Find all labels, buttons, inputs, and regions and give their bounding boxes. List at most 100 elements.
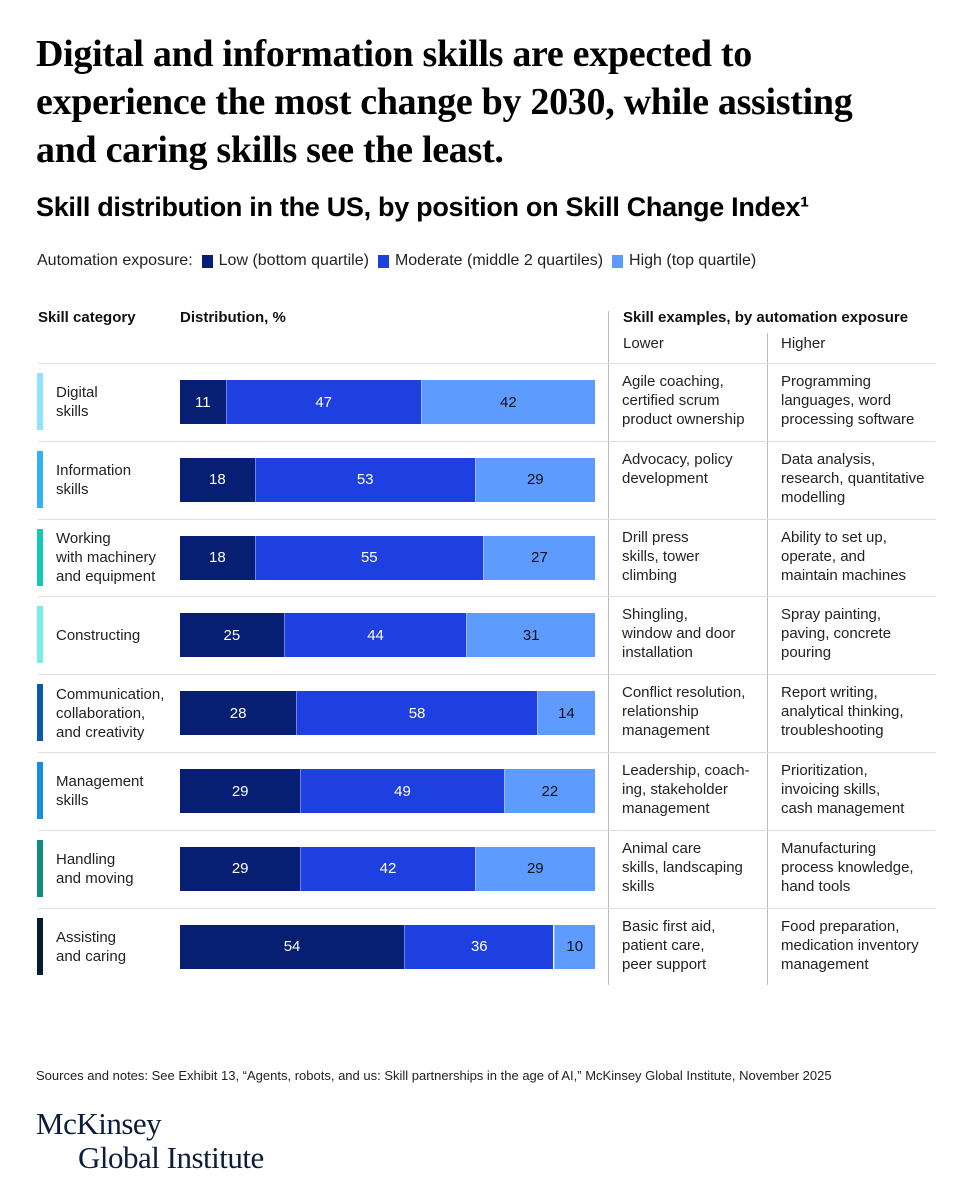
skill-example-line: analytical thinking, (781, 703, 904, 721)
data-label: 55 (360, 549, 378, 567)
category-color-marker (37, 450, 43, 508)
skill-example-line: development (622, 469, 708, 487)
bar-segment-low: 18 (180, 535, 255, 580)
bar-segment-high: 31 (466, 613, 595, 658)
skill-example-higher: Manufacturing process knowledge, hand tool… (781, 839, 931, 896)
headline: Digital and information skills are expec… (36, 33, 853, 171)
data-label: 36 (470, 938, 488, 956)
skill-example-line: skills (622, 877, 655, 895)
skill-example-line: processing software (781, 411, 915, 428)
skill-example-line: operate, and (781, 547, 866, 565)
skill-example-line: modelling (781, 488, 846, 506)
data-label: 29 (526, 860, 544, 878)
legend: Automation exposure: Low (bottom quartil… (37, 252, 756, 270)
category-label-line: Handling (56, 850, 116, 868)
bar-segment-high: 27 (482, 535, 595, 580)
skill-example-line: Drill press (622, 528, 689, 546)
bar-segment-high: 29 (474, 457, 595, 502)
category-label: Information skills (56, 461, 176, 499)
data-label: 47 (315, 393, 332, 411)
row-divider (38, 363, 936, 364)
skill-example-line: Report writing, (781, 684, 878, 702)
data-label: 18 (209, 471, 226, 489)
skill-example-lower: Conflict resolution, relationship manageme… (622, 683, 772, 740)
skill-example-line: pouring (781, 644, 832, 662)
row-divider (38, 752, 936, 753)
skill-example-higher: Programming languages, word processing sof… (781, 372, 931, 429)
skill-example-line: patient care, (622, 936, 705, 954)
skill-example-lower: Shingling, window and door installation (622, 605, 772, 662)
category-color-marker (37, 839, 43, 897)
bar-segment-moderate: 42 (300, 846, 475, 891)
skill-example-line: management (622, 722, 710, 740)
category-label-line: Constructing (56, 626, 141, 644)
skill-example-higher: Data analysis, research, quantitative mode… (781, 450, 931, 507)
skill-example-lower: Leadership, coach-ing, stakeholder manage… (622, 761, 772, 818)
skill-example-higher: Ability to set up, operate, and maintain m… (781, 528, 931, 585)
bar-segment-high: 22 (503, 769, 595, 813)
skill-example-line: management (622, 800, 710, 817)
stacked-bar: 28 58 14 (180, 691, 595, 736)
stacked-bar: 18 55 27 (180, 535, 595, 580)
skill-example-line: medication inventory (781, 936, 919, 954)
category-color-marker (37, 606, 43, 664)
skill-example-line: window and door (622, 625, 736, 643)
skill-example-line: installation (622, 644, 693, 662)
category-label-line: Management (56, 773, 144, 790)
skill-example-lower: Animal care skills, landscaping skills (622, 839, 772, 896)
column-header-lower: Lower (623, 335, 664, 352)
skill-example-line: relationship (622, 703, 699, 721)
skill-example-line: certified scrum (622, 392, 720, 409)
data-label: 42 (499, 393, 517, 411)
skill-example-line: skills, tower (622, 547, 700, 565)
skill-example-line: Leadership, coach- (622, 762, 750, 779)
category-color-marker (37, 684, 43, 742)
bar-segment-low: 28 (180, 691, 297, 736)
category-label: Communication, collaboration, and creativi… (56, 685, 176, 742)
divider-examples (608, 311, 609, 985)
data-label: 22 (541, 782, 559, 800)
skill-example-line: skills, landscaping (622, 858, 743, 876)
row-divider (38, 596, 936, 598)
category-label: Digital skills (56, 383, 176, 421)
data-label: 14 (558, 704, 575, 722)
data-label: 31 (522, 626, 540, 644)
legend-item-low: Low (bottom quartile) (218, 252, 369, 269)
logo-global-institute: Global Institute (78, 1140, 264, 1175)
skill-example-line: Manufacturing (781, 839, 877, 857)
skill-example-higher: Report writing, analytical thinking, troub… (781, 683, 931, 740)
bar-segment-low: 25 (180, 613, 284, 658)
stacked-bar: 29 42 29 (180, 846, 595, 891)
category-label-line: Information (56, 461, 132, 479)
skill-example-line: product ownership (622, 411, 745, 428)
category-label-line: skills (56, 480, 89, 498)
skill-example-line: research, quantitative (781, 469, 925, 487)
skill-example-higher: Spray painting, paving, concrete pouring (781, 605, 931, 662)
bar-segment-moderate: 53 (254, 457, 475, 502)
data-label: 29 (231, 860, 249, 878)
stacked-bar: 25 44 31 (180, 613, 595, 658)
row-divider (38, 829, 936, 831)
column-header-examples: Skill examples, by automation exposure (623, 309, 909, 326)
skill-example-line: maintain machines (781, 566, 907, 584)
skill-example-line: Advocacy, policy (622, 450, 733, 468)
data-label: 10 (566, 938, 584, 956)
category-label-line: skills (56, 792, 89, 809)
data-label: 27 (531, 549, 548, 567)
skill-example-line: troubleshooting (781, 722, 884, 740)
legend-swatch-moderate (377, 254, 389, 268)
skill-example-line: cash management (781, 800, 905, 817)
row-divider (38, 674, 936, 676)
bar-segment-moderate: 58 (296, 691, 537, 736)
category-label-line: and creativity (56, 723, 145, 741)
category-color-marker (37, 762, 43, 819)
bar-segment-low: 29 (180, 846, 301, 891)
data-label: 11 (195, 393, 211, 411)
skill-example-line: paving, concrete (781, 625, 892, 643)
skill-example-line: Programming (781, 373, 872, 390)
category-label-line: collaboration, (56, 704, 146, 722)
stacked-bar: 54 36 10 (180, 924, 595, 969)
category-label-line: and equipment (56, 568, 156, 586)
bar-segment-high: 42 (420, 380, 595, 424)
data-label: 49 (394, 782, 411, 800)
